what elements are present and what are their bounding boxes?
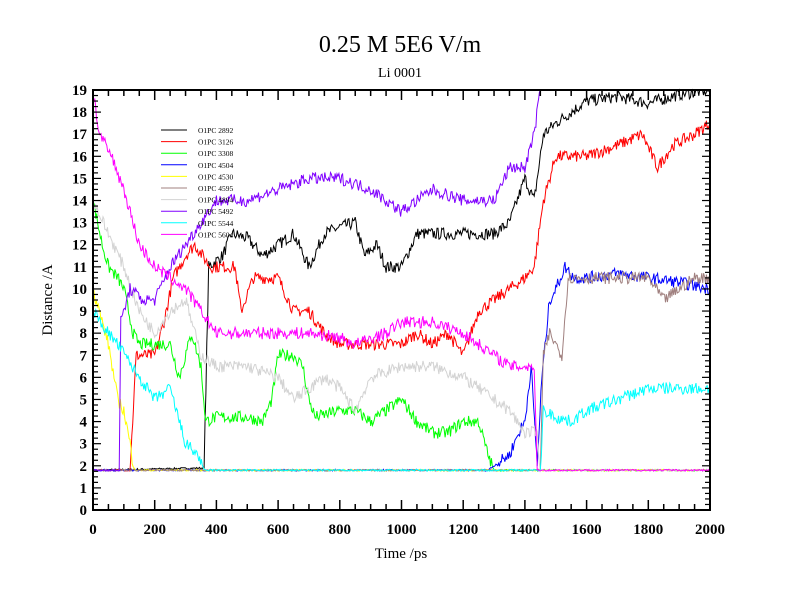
legend-label: O1PC 5492 — [198, 207, 233, 216]
y-tick-label: 15 — [72, 171, 87, 187]
x-tick-label: 1800 — [633, 522, 663, 538]
y-axis-label: Distance /A — [40, 264, 56, 335]
series-line-o1pc-5492 — [93, 89, 541, 472]
legend-label: O1PC 3126 — [198, 138, 233, 147]
y-tick-label: 17 — [72, 127, 88, 143]
legend-label: O1PC 4530 — [198, 172, 233, 181]
axes: 0 200 400 600 800 1000 1200 1400 1600 1800 2000012… — [72, 83, 725, 538]
legend-label: O1PC 2892 — [198, 126, 233, 135]
y-tick-label: 18 — [72, 105, 87, 121]
x-tick-label: 1200 — [448, 522, 478, 538]
y-tick-label: 2 — [80, 459, 88, 475]
x-tick-label: 1600 — [572, 522, 602, 538]
y-tick-label: 6 — [80, 370, 88, 386]
x-tick-label: 0 — [89, 522, 97, 538]
y-tick-label: 1 — [80, 481, 88, 497]
series-line-o1pc-2892 — [92, 88, 711, 472]
x-tick-label: 1000 — [387, 522, 417, 538]
y-tick-label: 14 — [72, 194, 88, 210]
y-tick-label: 19 — [72, 83, 87, 99]
legend: O1PC 2892 O1PC 3126 O1PC 3308 O1PC 4504 O1PC… — [161, 126, 233, 239]
legend-label: O1PC 4504 — [198, 161, 233, 170]
series-line-o1pc-5544 — [92, 308, 711, 473]
legend-label: O1PC 4894 — [198, 196, 233, 205]
y-tick-label: 3 — [80, 437, 88, 453]
series-line-o1pc-4530 — [92, 289, 711, 473]
x-tick-label: 200 — [143, 522, 166, 538]
legend-label: O1PC 5604 — [198, 230, 233, 239]
x-tick-label: 600 — [267, 522, 290, 538]
y-tick-label: 12 — [72, 238, 87, 254]
y-tick-label: 7 — [80, 348, 88, 364]
chart-subtitle: Li 0001 — [378, 66, 422, 81]
y-tick-label: 10 — [72, 282, 87, 298]
y-tick-label: 8 — [80, 326, 88, 342]
series-layer — [92, 88, 711, 473]
y-tick-label: 5 — [80, 392, 88, 408]
x-axis-label: Time /ps — [375, 546, 428, 562]
y-tick-label: 16 — [72, 149, 88, 165]
x-tick-label: 800 — [329, 522, 352, 538]
x-tick-label: 1400 — [510, 522, 540, 538]
y-tick-label: 9 — [80, 304, 88, 320]
x-tick-label: 400 — [205, 522, 228, 538]
y-tick-label: 0 — [80, 503, 88, 519]
x-tick-label: 2000 — [695, 522, 725, 538]
series-line-o1pc-5604 — [92, 91, 711, 472]
y-tick-label: 13 — [72, 216, 87, 232]
y-tick-label: 11 — [73, 260, 87, 276]
series-line-o1pc-4504 — [92, 261, 711, 473]
legend-label: O1PC 4595 — [198, 184, 233, 193]
y-tick-label: 4 — [80, 415, 88, 431]
series-line-o1pc-3126 — [92, 120, 711, 473]
legend-label: O1PC 3308 — [198, 149, 233, 158]
series-line-o1pc-4894 — [92, 196, 711, 473]
legend-label: O1PC 5544 — [198, 219, 233, 228]
chart-title: 0.25 M 5E6 V/m — [318, 32, 482, 58]
